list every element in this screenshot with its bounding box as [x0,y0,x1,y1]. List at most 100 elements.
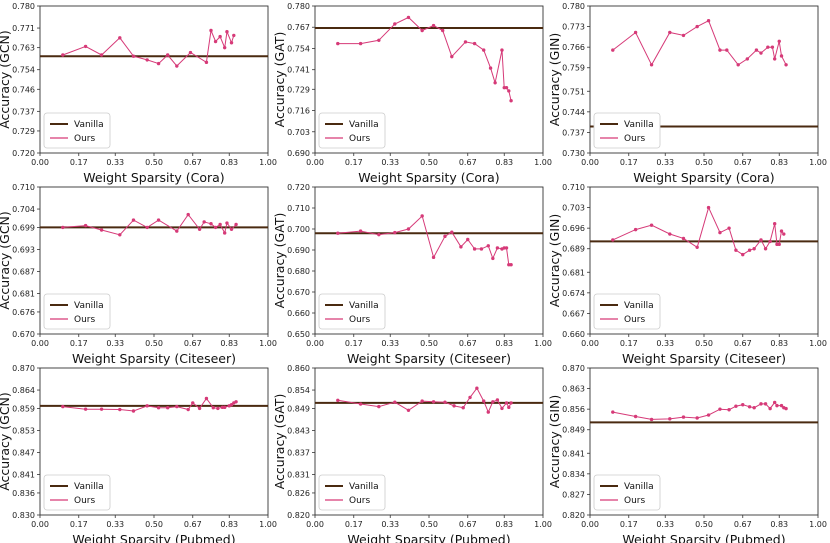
y-tick-label: 0.689 [562,245,585,254]
ours-point [779,229,784,233]
x-tick-label: 0.50 [695,520,713,529]
ours-point [752,247,756,251]
y-tick-label: 0.780 [12,2,35,11]
x-tick-label: 0.00 [31,520,49,529]
legend-ours-label: Ours [624,134,645,144]
ours-point [377,404,381,409]
x-tick-label: 0.00 [31,158,49,167]
x-axis-label: Weight Sparsity (Citeseer) [347,351,511,366]
x-tick-label: 0.67 [459,339,477,348]
y-tick-label: 0.847 [12,449,35,458]
legend-ours-label: Ours [349,134,370,144]
ours-point [358,402,363,406]
ours-point [479,247,484,251]
ours-point [450,230,454,234]
x-tick-label: 0.33 [106,158,124,167]
y-tick-label: 0.737 [562,128,585,137]
x-tick-label: 0.67 [734,339,752,348]
ours-point [611,410,615,414]
ours-point [509,263,513,267]
ours-point [486,410,490,414]
y-tick-label: 0.853 [12,426,35,435]
y-tick-label: 0.720 [287,183,310,192]
legend-ours-label: Ours [74,496,95,506]
x-tick-label: 0.17 [620,339,638,348]
ours-point [461,405,465,410]
ours-point [741,403,745,407]
ours-point [668,417,672,421]
subplot-7: 0.00 0.17 0.33 0.50 0.67 0.83 1.00 0.830 0.836 0.… [0,364,277,543]
x-tick-label: 1.00 [259,520,277,529]
legend-vanilla-label: Vanilla [624,482,654,492]
x-tick-label: 0.00 [31,339,49,348]
y-tick-label: 0.690 [287,149,310,158]
ours-point [431,255,436,260]
x-tick-label: 0.00 [306,339,324,348]
ours-point [784,406,788,411]
y-tick-label: 0.674 [562,289,585,298]
ours-point [500,48,504,52]
x-tick-label: 0.33 [381,339,399,348]
ours-point [197,406,202,411]
x-axis-label: Weight Sparsity (Citeseer) [622,351,786,366]
ours-point [204,396,209,401]
x-tick-label: 0.17 [345,158,363,167]
ours-point [336,398,340,403]
ours-point [668,30,672,35]
ours-point [695,416,699,420]
ours-point [61,225,65,230]
ours-point [145,58,149,62]
y-tick-label: 0.849 [287,404,310,413]
ours-point [747,248,752,252]
legend-vanilla-label: Vanilla [74,301,104,311]
x-tick-label: 0.17 [70,158,88,167]
ours-point [377,38,381,42]
legend-vanilla-label: Vanilla [624,120,654,130]
ours-point [420,214,424,218]
x-tick-label: 0.00 [581,158,599,167]
y-tick-label: 0.660 [562,330,585,339]
x-tick-label: 0.67 [184,339,202,348]
y-tick-label: 0.696 [562,224,585,233]
legend-ours-label: Ours [624,315,645,325]
ours-point [495,246,500,250]
y-tick-label: 0.771 [12,24,35,33]
x-tick-label: 1.00 [809,158,827,167]
y-tick-label: 0.820 [562,511,585,520]
legend: Vanilla Ours [43,474,111,511]
x-tick-label: 0.50 [420,520,438,529]
ours-point [463,40,468,44]
ours-point [495,398,500,402]
ours-point [633,30,638,35]
y-tick-label: 0.849 [562,426,585,435]
y-axis-label: Accuracy (GAT) [272,32,287,128]
x-tick-label: 1.00 [809,520,827,529]
ours-point [131,218,136,222]
y-tick-label: 0.660 [287,309,310,318]
ours-point [218,34,222,39]
ours-point [772,57,777,61]
ours-point [188,50,193,55]
legend-box [43,112,111,149]
ours-point [131,409,136,413]
y-tick-label: 0.687 [12,268,35,277]
legend-box [43,474,111,511]
ours-point [118,407,122,412]
ours-point [156,405,161,410]
x-tick-label: 0.83 [495,158,513,167]
x-tick-label: 0.17 [620,520,638,529]
x-tick-label: 0.00 [581,520,599,529]
y-tick-label: 0.680 [287,267,310,276]
legend-box [593,112,661,149]
ours-point [229,41,234,45]
x-tick-label: 0.50 [695,158,713,167]
x-tick-label: 0.17 [345,520,363,529]
y-tick-label: 0.759 [562,64,585,73]
ours-point [507,89,511,93]
x-tick-label: 0.67 [459,520,477,529]
ours-point [695,245,699,249]
y-axis-label: Accuracy (GAT) [272,394,287,490]
x-tick-label: 1.00 [809,339,827,348]
ours-point [406,227,411,231]
x-tick-label: 0.83 [770,520,788,529]
